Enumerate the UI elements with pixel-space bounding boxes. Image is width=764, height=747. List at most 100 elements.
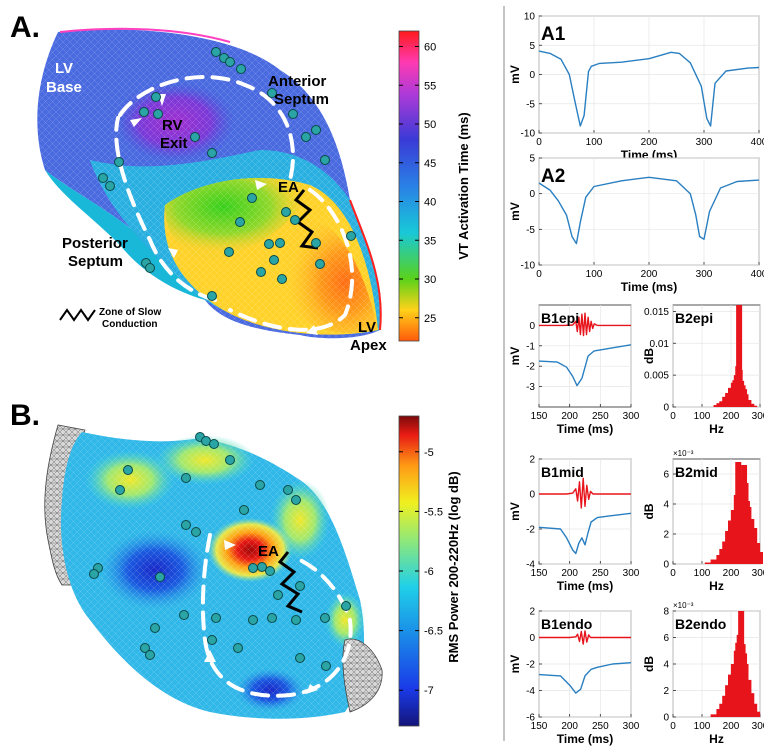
colorbar-a-scale	[398, 30, 420, 342]
x-tick-label: 200	[723, 411, 740, 422]
x-tick-label: 250	[592, 721, 609, 732]
electrodes-a	[98, 47, 356, 301]
y-tick-label: -4	[526, 560, 535, 571]
zigzag-icon	[59, 308, 96, 322]
colorbar-tick-label: 50	[424, 119, 436, 131]
chart-B1mid: 150 200 250 300 2 0 -2 -4 B1mid Time (ms) mV	[508, 455, 640, 594]
y-axis-label: dB	[642, 503, 656, 519]
x-tick-label: 300	[623, 411, 640, 422]
x-tick-label: 100	[694, 411, 711, 422]
spectrum-bar	[757, 552, 763, 564]
x-tick-label: 200	[561, 721, 578, 732]
spectrum-bar	[710, 559, 717, 564]
arrowhead-icon	[255, 180, 267, 190]
x-tick-label: 400	[751, 137, 764, 148]
x-axis-label: Time (ms)	[557, 732, 613, 746]
colorbar-b: RMS Power 200-220Hz (log dB) -5 -5.5 -6 -6.…	[398, 415, 461, 727]
y-tick-label: 6	[663, 633, 669, 644]
chart-title: B1mid	[541, 464, 584, 480]
y-tick-label: 0	[529, 633, 535, 644]
lv-apex-label: LV	[358, 319, 376, 336]
chart-B2endo: 0 100 200 300 8 6 4 2 0 B2endo Hz dB ×10⁻³	[642, 601, 764, 746]
electrodes-b	[89, 432, 351, 671]
colorbar-tick-label: 35	[424, 235, 436, 247]
series-line	[538, 662, 632, 694]
x-tick-label: 200	[723, 568, 740, 579]
x-tick-label: 100	[586, 269, 603, 280]
chart-B1epi: 150 200 250 300 0 -1 -2 -3 B1epi Time (ms) mV	[508, 304, 640, 436]
y-multiplier-label: ×10⁻³	[673, 601, 694, 610]
x-axis-label: Time (ms)	[621, 280, 677, 294]
series-line	[539, 312, 631, 337]
y-tick-label: 0	[663, 403, 669, 414]
y-tick-label: 8	[663, 607, 669, 618]
x-tick-label: 300	[752, 568, 764, 579]
x-tick-label: 150	[531, 721, 548, 732]
slow-conduction-legend-text: Zone of Slow	[99, 307, 161, 318]
colorbar-tick-label: -6.5	[424, 626, 443, 638]
anatomy-labels-a: LV Base RV Exit Anterior Septum Posterio…	[46, 60, 387, 354]
colorbar-tick-label: -7	[424, 685, 434, 697]
colorbar-tick-label: 25	[424, 313, 436, 325]
posterior-septum-label: Posterior	[62, 235, 128, 252]
spectrum-bar	[745, 399, 752, 407]
colorbar-tick-label: 55	[424, 80, 436, 92]
y-tick-label: 0.015	[644, 307, 669, 318]
x-tick-label: 100	[694, 721, 711, 732]
y-axis-label: mV	[508, 202, 522, 221]
y-axis-label: mV	[508, 502, 522, 521]
activation-map	[37, 27, 382, 339]
spectrum-bar	[710, 714, 717, 717]
reentry-arrowheads-b	[204, 540, 318, 694]
y-tick-label: 10	[524, 12, 536, 23]
x-tick-label: 200	[641, 269, 658, 280]
y-tick-label: 0.005	[644, 371, 669, 382]
colorbar-a: VT Activation Time (ms) 60 55 50 45 40 35 30 25	[398, 30, 471, 342]
chart-title: B2mid	[675, 464, 718, 480]
x-tick-label: 300	[752, 411, 764, 422]
colorbar-tick-label: -6	[424, 566, 434, 578]
y-tick-label: 5	[529, 41, 535, 52]
y-tick-label: -2	[526, 362, 535, 373]
spectrum-bar	[704, 562, 711, 564]
series-line	[538, 344, 632, 387]
x-tick-label: 0	[670, 721, 676, 732]
spectrum-bar	[754, 711, 761, 717]
x-tick-label: 200	[723, 721, 740, 732]
rms-power-map	[44, 424, 383, 719]
x-axis-label: Time (ms)	[557, 579, 613, 593]
x-tick-label: 100	[694, 568, 711, 579]
arrowhead-icon	[130, 118, 142, 127]
series-line	[538, 512, 632, 555]
colorbar-tick-label: 40	[424, 197, 436, 209]
chart-B2epi: 0 100 200 300 0.015 0.01 0.005 0 B2epi Hz dB	[642, 304, 764, 436]
y-tick-label: 0.01	[650, 339, 670, 350]
panel-b-letter: B.	[10, 399, 40, 432]
x-tick-label: 0	[536, 137, 542, 148]
y-axis-label: dB	[642, 656, 656, 672]
y-tick-label: 0	[529, 321, 535, 332]
y-tick-label: 0	[663, 560, 669, 571]
reentry-circuit-a	[114, 75, 355, 332]
y-tick-label: -2	[526, 660, 535, 671]
y-tick-label: 2	[529, 607, 535, 618]
y-tick-label: -2	[526, 525, 535, 536]
x-axis-label: Time (ms)	[557, 422, 613, 436]
chart-title: A1	[541, 24, 566, 45]
arrowhead-icon	[168, 248, 178, 258]
colorbar-tick-label: 45	[424, 158, 436, 170]
panel-a: A.	[10, 11, 471, 354]
x-tick-label: 200	[561, 568, 578, 579]
rv-exit-label: RV	[162, 117, 183, 134]
y-tick-label: 0	[663, 713, 669, 724]
colorbar-a-label: VT Activation Time (ms)	[456, 112, 471, 259]
posterior-septum-label: Septum	[68, 253, 123, 270]
reentry-arrowheads-a	[130, 94, 318, 335]
x-tick-label: 300	[696, 137, 713, 148]
y-tick-label: 2	[529, 455, 535, 466]
y-tick-label: 2	[663, 530, 669, 541]
colorbar-tick-label: -5	[424, 447, 434, 459]
y-tick-label: 0	[529, 70, 535, 81]
